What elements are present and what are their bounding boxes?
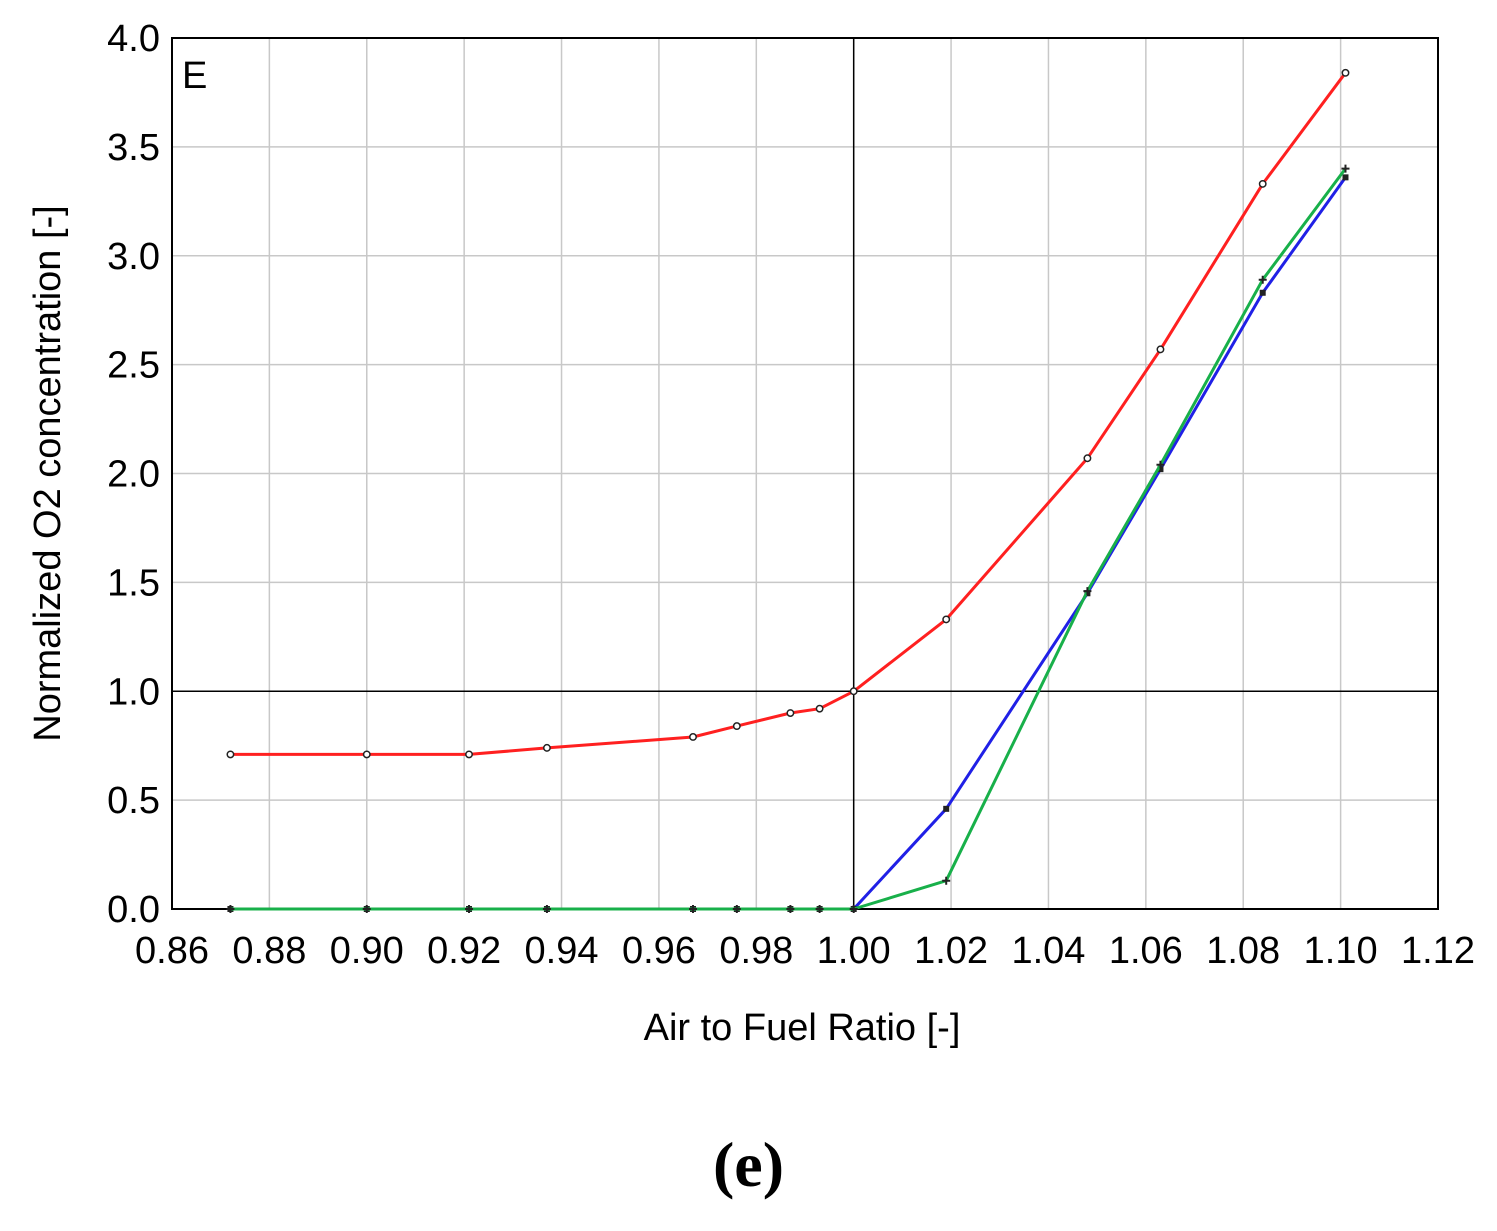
x-tick-label: 1.04 bbox=[1011, 930, 1085, 972]
x-tick-label: 1.02 bbox=[914, 930, 988, 972]
y-tick-label: 1.5 bbox=[107, 562, 160, 604]
data-point bbox=[362, 750, 371, 759]
y-tick-label: 1.0 bbox=[107, 671, 160, 713]
series-2 bbox=[227, 174, 1349, 912]
data-point bbox=[542, 743, 551, 752]
data-point bbox=[689, 905, 698, 913]
y-tick-label: 0.0 bbox=[107, 889, 160, 931]
data-point bbox=[689, 733, 697, 741]
data-point bbox=[1341, 164, 1350, 173]
data-point bbox=[226, 750, 235, 759]
reference-lines bbox=[172, 38, 1438, 909]
data-point bbox=[465, 905, 474, 913]
y-tick-label: 4.0 bbox=[107, 18, 160, 60]
data-point bbox=[942, 615, 951, 624]
data-point bbox=[1342, 174, 1349, 181]
y-tick-label: 2.5 bbox=[107, 345, 160, 387]
x-tick-labels: 0.86 0.88 0.90 0.92 0.94 0.96 0.98 1.00 1.02 1.04… bbox=[135, 930, 1475, 972]
data-point bbox=[1341, 68, 1350, 77]
x-axis-label: Air to Fuel Ratio [-] bbox=[644, 1007, 961, 1049]
data-point bbox=[1083, 587, 1092, 596]
data-point bbox=[1259, 289, 1266, 296]
data-point bbox=[849, 687, 858, 696]
x-tick-label: 1.10 bbox=[1304, 930, 1378, 972]
data-point bbox=[849, 905, 858, 913]
grid bbox=[171, 37, 1439, 910]
data-point bbox=[786, 709, 795, 717]
data-point bbox=[1258, 275, 1267, 284]
data-point bbox=[542, 905, 551, 913]
data-point bbox=[1156, 345, 1165, 354]
y-tick-label: 3.5 bbox=[107, 127, 160, 169]
y-tick-label: 0.5 bbox=[107, 780, 160, 822]
x-tick-label: 0.88 bbox=[232, 930, 306, 972]
data-point bbox=[732, 905, 741, 913]
x-tick-label: 0.96 bbox=[622, 930, 696, 972]
x-tick-label: 0.90 bbox=[330, 930, 404, 972]
x-tick-label: 0.98 bbox=[719, 930, 793, 972]
data-point bbox=[1157, 466, 1164, 473]
x-tick-label: 0.86 bbox=[135, 930, 209, 972]
y-axis-label: Normalized O2 concentration [-] bbox=[27, 205, 69, 741]
x-tick-label: 0.92 bbox=[427, 930, 501, 972]
data-point bbox=[1258, 179, 1267, 188]
x-tick-label: 1.06 bbox=[1109, 930, 1183, 972]
series-line bbox=[230, 176, 1347, 911]
x-tick-label: 1.08 bbox=[1206, 930, 1280, 972]
data-point bbox=[732, 722, 741, 731]
series-1 bbox=[226, 68, 1350, 759]
data-point bbox=[1156, 460, 1165, 469]
data-point bbox=[226, 905, 235, 913]
data-point bbox=[815, 704, 824, 713]
data-point bbox=[362, 905, 371, 913]
data-point bbox=[465, 750, 473, 759]
y-tick-labels: 0.0 0.5 1.0 1.5 2.0 2.5 3.0 3.5 4.0 bbox=[107, 18, 160, 931]
data-point bbox=[815, 905, 824, 913]
x-tick-label: 0.94 bbox=[525, 930, 599, 972]
series-layer bbox=[226, 68, 1350, 913]
x-tick-label: 1.12 bbox=[1401, 930, 1475, 972]
figure-caption: (e) bbox=[712, 1129, 785, 1200]
data-point bbox=[1083, 454, 1092, 463]
series-line bbox=[230, 71, 1347, 756]
y-tick-label: 2.0 bbox=[107, 454, 160, 496]
x-tick-label: 1.00 bbox=[817, 930, 891, 972]
panel-label: E bbox=[182, 55, 207, 97]
data-point bbox=[943, 805, 950, 812]
data-point bbox=[786, 905, 795, 913]
y-tick-label: 3.0 bbox=[107, 236, 160, 278]
series-3 bbox=[226, 164, 1350, 913]
series-line bbox=[230, 167, 1347, 911]
data-point bbox=[942, 876, 951, 885]
